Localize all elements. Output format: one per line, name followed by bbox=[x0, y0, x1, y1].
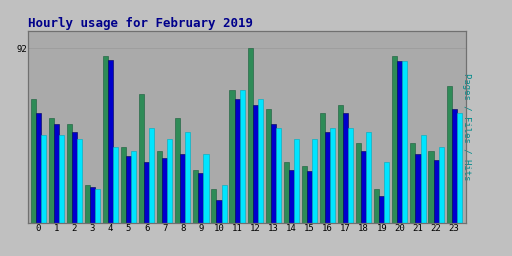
Bar bbox=[59, 135, 64, 223]
Bar bbox=[162, 158, 167, 223]
Bar bbox=[229, 90, 234, 223]
Bar bbox=[429, 151, 434, 223]
Text: Hourly usage for February 2019: Hourly usage for February 2019 bbox=[28, 17, 253, 29]
Bar bbox=[194, 169, 198, 223]
Bar bbox=[113, 147, 118, 223]
Bar bbox=[284, 162, 289, 223]
Bar bbox=[217, 200, 222, 223]
Bar bbox=[67, 124, 72, 223]
Bar bbox=[457, 113, 462, 223]
Bar bbox=[446, 86, 452, 223]
Bar bbox=[157, 151, 162, 223]
Bar bbox=[31, 99, 35, 223]
Bar bbox=[361, 151, 366, 223]
Bar bbox=[312, 139, 317, 223]
Bar bbox=[198, 173, 203, 223]
Bar bbox=[77, 139, 82, 223]
Bar bbox=[439, 147, 444, 223]
Bar bbox=[434, 160, 439, 223]
Bar bbox=[180, 154, 185, 223]
Bar bbox=[343, 113, 348, 223]
Bar bbox=[325, 132, 330, 223]
Bar bbox=[294, 139, 299, 223]
Bar bbox=[49, 118, 54, 223]
Bar bbox=[167, 139, 173, 223]
Bar bbox=[402, 61, 408, 223]
Bar bbox=[72, 132, 77, 223]
Bar bbox=[144, 162, 149, 223]
Bar bbox=[415, 154, 420, 223]
Bar bbox=[385, 162, 390, 223]
Bar bbox=[149, 128, 154, 223]
Bar bbox=[185, 132, 190, 223]
Bar bbox=[452, 109, 457, 223]
Bar bbox=[139, 94, 144, 223]
Bar bbox=[126, 156, 131, 223]
Bar bbox=[95, 189, 100, 223]
Bar bbox=[411, 143, 415, 223]
Bar bbox=[121, 147, 126, 223]
Bar bbox=[271, 124, 276, 223]
Bar bbox=[240, 90, 245, 223]
Bar bbox=[374, 189, 379, 223]
Bar bbox=[103, 56, 108, 223]
Bar bbox=[222, 185, 227, 223]
Bar bbox=[302, 166, 307, 223]
Bar bbox=[85, 185, 90, 223]
Bar bbox=[338, 105, 343, 223]
Bar bbox=[307, 172, 312, 223]
Bar bbox=[276, 128, 281, 223]
Bar bbox=[348, 128, 353, 223]
Bar bbox=[379, 196, 385, 223]
Bar bbox=[330, 128, 335, 223]
Bar bbox=[131, 151, 136, 223]
Y-axis label: Pages / Files / Hits: Pages / Files / Hits bbox=[462, 73, 472, 180]
Bar bbox=[266, 109, 271, 223]
Bar bbox=[35, 113, 40, 223]
Bar bbox=[392, 56, 397, 223]
Bar bbox=[366, 132, 371, 223]
Bar bbox=[397, 61, 402, 223]
Bar bbox=[175, 118, 180, 223]
Bar bbox=[54, 124, 59, 223]
Bar bbox=[211, 189, 217, 223]
Bar bbox=[203, 154, 208, 223]
Bar bbox=[90, 187, 95, 223]
Bar bbox=[289, 169, 294, 223]
Bar bbox=[320, 113, 325, 223]
Bar bbox=[234, 99, 240, 223]
Bar bbox=[252, 105, 258, 223]
Bar bbox=[356, 143, 361, 223]
Bar bbox=[258, 99, 263, 223]
Bar bbox=[108, 60, 113, 223]
Bar bbox=[40, 135, 46, 223]
Bar bbox=[420, 135, 425, 223]
Bar bbox=[248, 48, 252, 223]
